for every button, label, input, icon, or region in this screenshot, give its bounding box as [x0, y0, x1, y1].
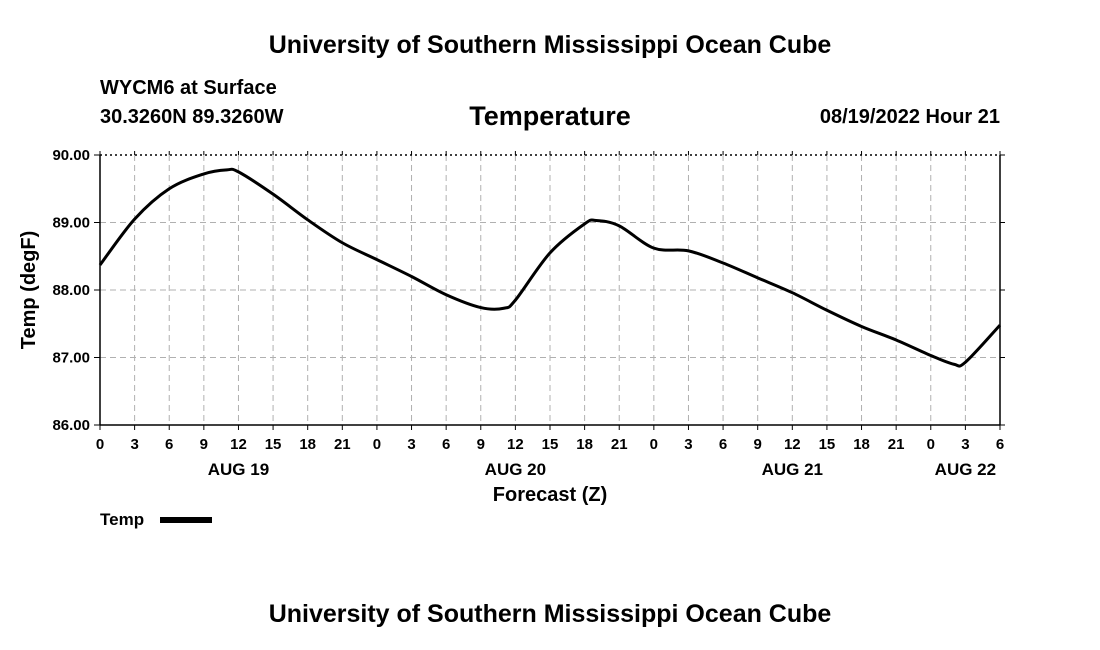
x-tick-label: 12 — [507, 436, 524, 453]
x-tick-label: 6 — [996, 436, 1004, 453]
x-tick-label: 3 — [961, 436, 969, 453]
x-day-label: AUG 22 — [935, 460, 996, 479]
x-tick-label: 9 — [754, 436, 762, 453]
series-line-temp — [98, 167, 1002, 368]
x-tick-label: 21 — [888, 436, 905, 453]
x-tick-label: 6 — [165, 436, 173, 453]
x-tick-label: 15 — [542, 436, 559, 453]
y-tick-label: 88.00 — [52, 282, 90, 299]
x-tick-label: 0 — [373, 436, 381, 453]
footer-title: University of Southern Mississippi Ocean… — [268, 600, 832, 628]
x-tick-label: 15 — [819, 436, 836, 453]
station-label: WYCM6 at Surface — [100, 77, 277, 99]
legend-line-swatch — [160, 517, 212, 523]
x-tick-label: 3 — [684, 436, 692, 453]
x-day-label: AUG 21 — [762, 460, 823, 479]
x-axis-label: Forecast (Z) — [493, 484, 607, 506]
x-tick-label: 18 — [576, 436, 593, 453]
y-tick-label: 90.00 — [52, 147, 90, 164]
y-axis-label: Temp (degF) — [18, 231, 40, 350]
legend-label: Temp — [100, 510, 145, 529]
y-tick-label: 87.00 — [52, 350, 90, 367]
y-tick-label: 86.00 — [52, 417, 90, 434]
x-tick-label: 9 — [477, 436, 485, 453]
x-tick-label: 21 — [611, 436, 628, 453]
x-tick-label: 12 — [784, 436, 801, 453]
chart-title: University of Southern Mississippi Ocean… — [268, 31, 832, 59]
x-tick-label: 18 — [299, 436, 316, 453]
x-tick-label: 6 — [719, 436, 727, 453]
x-day-label: AUG 19 — [208, 460, 269, 479]
x-tick-label: 18 — [853, 436, 870, 453]
x-tick-label: 12 — [230, 436, 247, 453]
x-tick-label: 15 — [265, 436, 282, 453]
forecast-datetime: 08/19/2022 Hour 21 — [819, 106, 1000, 128]
x-tick-label: 21 — [334, 436, 351, 453]
x-tick-label: 0 — [650, 436, 658, 453]
x-tick-label: 9 — [200, 436, 208, 453]
station-coordinates: 30.3260N 89.3260W — [100, 106, 284, 128]
x-tick-label: 0 — [927, 436, 935, 453]
x-day-label: AUG 20 — [485, 460, 546, 479]
variable-title: Temperature — [469, 101, 631, 131]
x-tick-label: 3 — [407, 436, 415, 453]
x-tick-label: 6 — [442, 436, 450, 453]
x-tick-label: 0 — [96, 436, 104, 453]
y-tick-label: 89.00 — [52, 215, 90, 232]
x-tick-label: 3 — [130, 436, 138, 453]
